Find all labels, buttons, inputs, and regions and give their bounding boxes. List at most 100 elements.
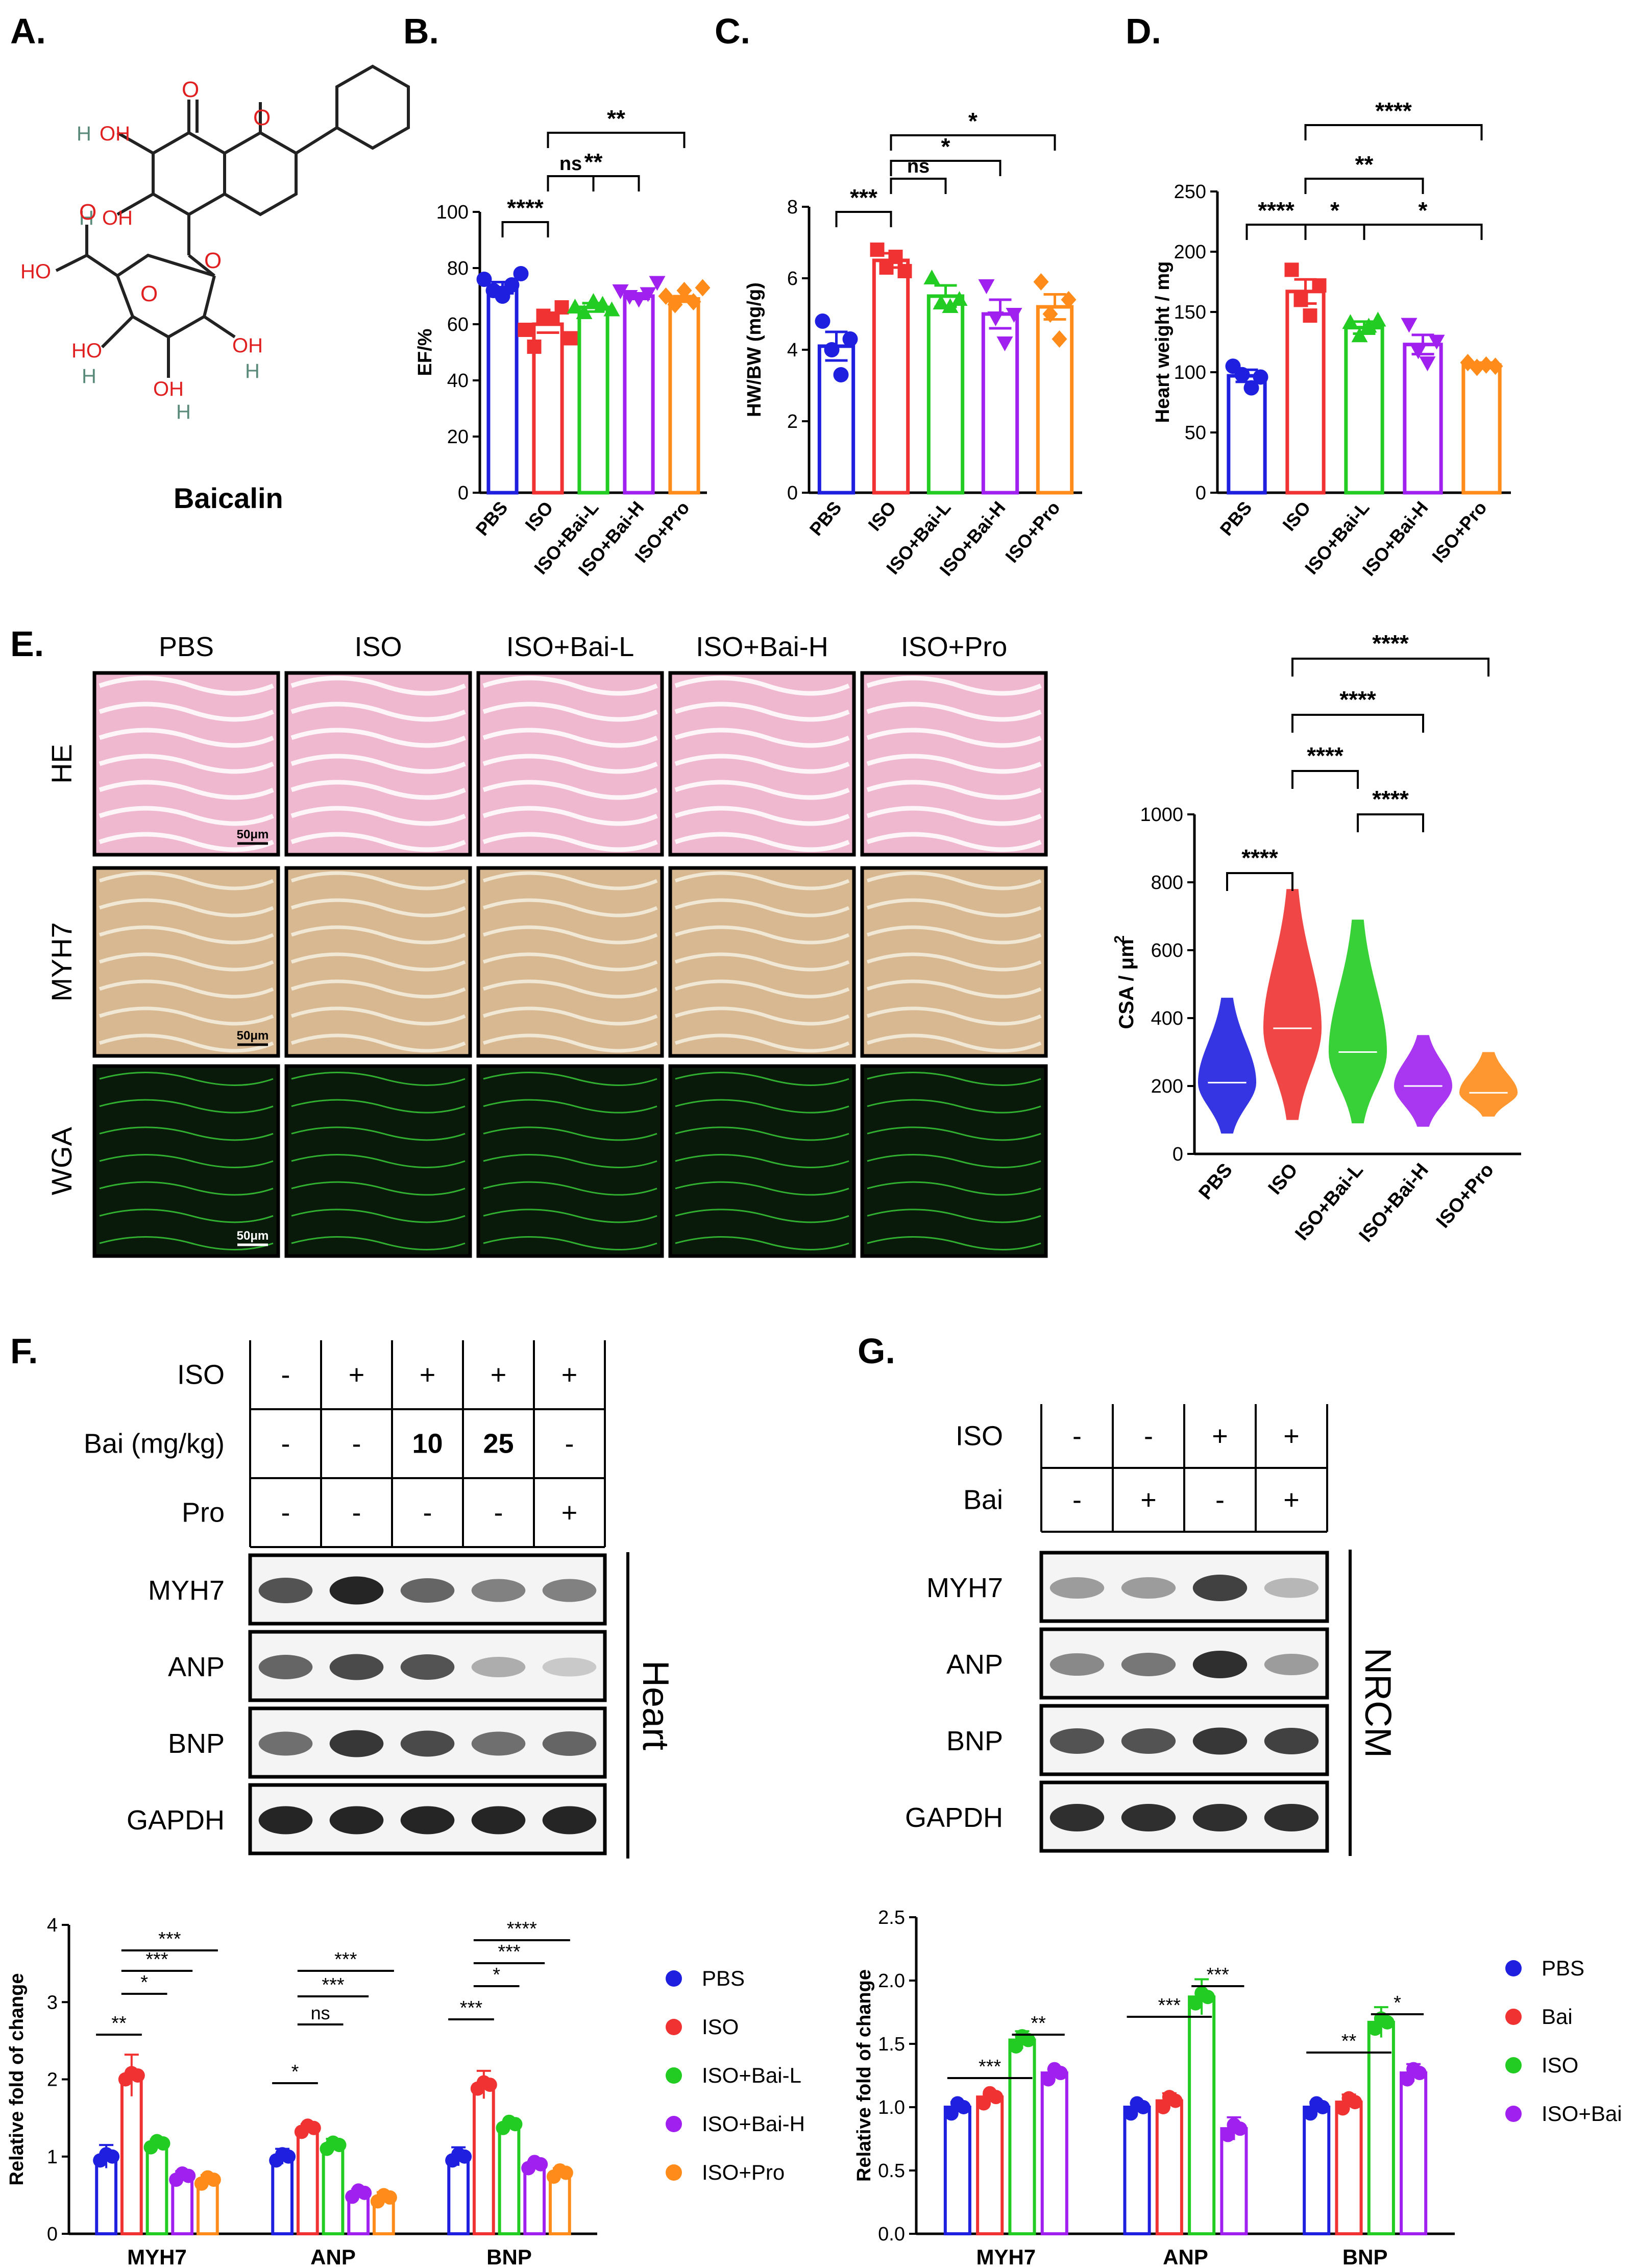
y-tick-label: 250 [1174, 181, 1206, 203]
data-point [951, 291, 968, 306]
data-point [824, 342, 840, 357]
blot-band [1121, 1804, 1176, 1831]
blot-band [542, 1579, 597, 1602]
tissue-gap-line [290, 952, 466, 972]
wga-membrane-line [867, 1154, 1041, 1168]
data-point [603, 301, 620, 317]
sig-label: *** [850, 184, 877, 211]
sig-bracket [547, 132, 686, 148]
panel-letter-d: D. [1126, 11, 1161, 51]
micrograph-WGA-ISO+Bai-H [668, 1064, 856, 1258]
blot-band [329, 1576, 384, 1605]
bar-ANP-PBS [271, 2155, 294, 2235]
tissue-gap-line [99, 898, 274, 918]
band-label: BNP [946, 1726, 1003, 1756]
data-point [382, 2190, 397, 2205]
tissue-gap-line [866, 702, 1042, 722]
treatment-cell: + [561, 1498, 578, 1528]
bar-MYH7-ISO+Bai [1040, 2071, 1068, 2236]
blot-band [542, 1806, 597, 1835]
y-tick-label: 0 [47, 2224, 58, 2245]
x-tick-label: ISO+Pro [1432, 1160, 1498, 1233]
y-tick-label: 0.5 [878, 2160, 905, 2182]
wga-membrane-line [99, 1209, 274, 1223]
wga-membrane-line [291, 1209, 466, 1223]
sig-label: * [941, 133, 950, 160]
bar-2 [1344, 326, 1384, 495]
legend-label: ISO+Bai-L [702, 2063, 801, 2087]
row-label: WGA [45, 1126, 78, 1195]
tissue-gap-line [482, 702, 658, 722]
data-point [457, 2149, 472, 2164]
wga-membrane-line [867, 1072, 1041, 1086]
tissue-gap-line [99, 1033, 274, 1053]
y-tick-label: 2 [47, 2069, 58, 2091]
wga-membrane-line [483, 1154, 657, 1168]
y-tick-label: 1000 [1140, 804, 1183, 826]
bar-1 [872, 258, 910, 495]
band-label: ANP [168, 1652, 225, 1682]
data-point [1342, 314, 1359, 329]
wga-membrane-line [291, 1099, 466, 1114]
tissue-gap-line [674, 702, 850, 722]
treatment-cell: - [352, 1498, 361, 1528]
y-tick-label: 8 [787, 197, 798, 218]
legend-marker [666, 2164, 682, 2181]
band-label: MYH7 [926, 1573, 1003, 1603]
atom-oh-2: OH [102, 207, 133, 229]
data-point [1234, 367, 1250, 382]
band-label: MYH7 [148, 1575, 225, 1606]
sig-label: * [1394, 1992, 1401, 2014]
sig-label: *** [979, 2056, 1001, 2078]
y-tick-label: 4 [787, 340, 798, 361]
atom-o-3: O [204, 248, 222, 273]
y-tick-label: 2.5 [878, 1907, 905, 1928]
tissue-gap-line [482, 979, 658, 999]
blot-band [258, 1578, 313, 1603]
tissue-gap-line [482, 728, 658, 748]
blot-band [471, 1657, 526, 1677]
sig-label: **** [1339, 686, 1376, 713]
legend-label: PBS [1542, 1956, 1584, 1980]
treatment-cell: - [281, 1360, 290, 1390]
sig-label: *** [334, 1949, 357, 1970]
data-point [658, 287, 674, 305]
sig-label: **** [507, 195, 544, 221]
tissue-gap-line [866, 675, 1042, 696]
data-point [923, 270, 940, 284]
blot-band [471, 1579, 526, 1602]
x-tick-label: ISO+Bai-H [1355, 1160, 1433, 1246]
violin-1 [1263, 889, 1322, 1120]
treatment-label: Pro [182, 1498, 225, 1528]
data-point [1006, 308, 1022, 323]
tissue-gap-line [290, 754, 466, 774]
sig-label: *** [1158, 1995, 1181, 2016]
sig-label: **** [1372, 630, 1409, 657]
band-label: GAPDH [127, 1805, 225, 1836]
data-point [1201, 1990, 1215, 2005]
data-point [495, 288, 510, 304]
blot-band [329, 1730, 384, 1757]
sig-label: ns [907, 156, 930, 177]
data-point [1401, 318, 1418, 333]
blot-band [258, 1806, 313, 1835]
tissue-gap-line [674, 1006, 850, 1026]
sig-bracket [1304, 178, 1424, 194]
data-point [206, 2173, 221, 2187]
wga-membrane-line [867, 1126, 1041, 1141]
tissue-gap-line [866, 1006, 1042, 1026]
bar-MYH7-ISO [1008, 2038, 1036, 2236]
tissue-gap-line [866, 979, 1042, 999]
data-point [508, 2117, 523, 2132]
bar-BNP-ISO [472, 2083, 495, 2235]
tissue-gap-line [674, 780, 850, 800]
y-tick-label: 1.5 [878, 2034, 905, 2055]
y-tick-label: 800 [1151, 872, 1183, 894]
baicalin-structure [55, 64, 410, 378]
violin-4 [1459, 1052, 1518, 1117]
data-point [1315, 2100, 1330, 2114]
atom-h-1: H [77, 123, 91, 145]
sig-label: ** [111, 2013, 127, 2034]
panel-letter-g: G. [858, 1331, 895, 1371]
